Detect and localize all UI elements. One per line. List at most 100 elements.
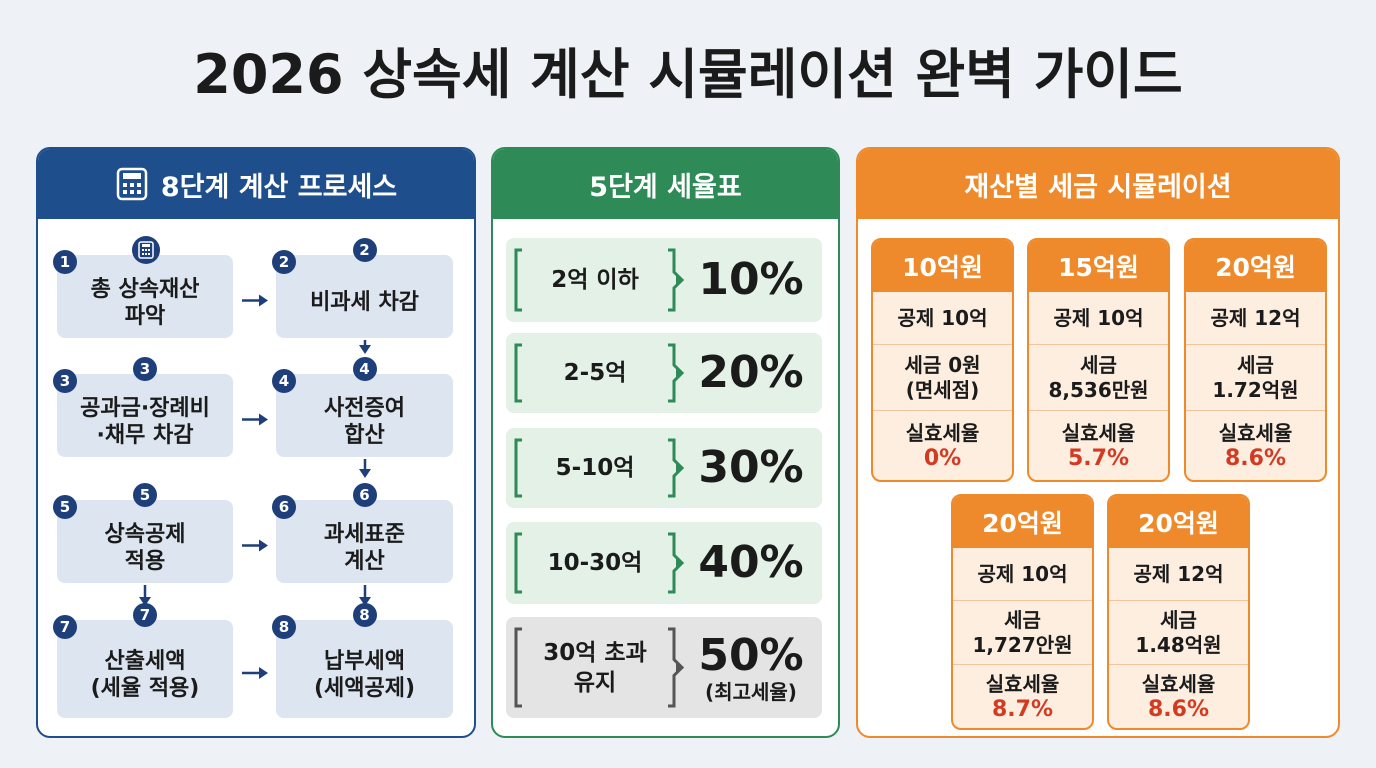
process-header: 8단계 계산 프로세스 — [38, 149, 474, 219]
rate-range-line: 2-5억 — [563, 360, 627, 386]
sim-rate-value: 8.6% — [1224, 445, 1286, 471]
simulation-title: 재산별 세금 시뮬레이션 — [964, 171, 1232, 203]
flow-arrow — [242, 539, 268, 552]
sim-rate-label: 실효세율 — [905, 420, 980, 445]
sim-amount: 10억원 — [873, 240, 1012, 292]
rate-range: 10-30억 — [520, 522, 670, 604]
flow-arrow — [242, 667, 268, 679]
sim-tax-line: 1.48억원 — [1135, 632, 1222, 657]
sim-tax-line: 세금 — [1080, 352, 1117, 377]
step-icon — [132, 236, 160, 264]
simulation-header: 재산별 세금 시뮬레이션 — [858, 149, 1338, 219]
sim-tax: 세금 1.48억원 — [1109, 600, 1248, 664]
sim-rate-label: 실효세율 — [1141, 671, 1216, 696]
sim-rate-value: 0% — [923, 445, 962, 471]
rate-range: 5-10억 — [520, 428, 670, 508]
rate-value-line: 30% — [698, 442, 804, 493]
sim-rate-label: 실효세율 — [985, 671, 1060, 696]
rate-value: 10% — [686, 238, 816, 322]
step-number: 3 — [133, 357, 157, 381]
sim-amount: 20억원 — [1186, 240, 1325, 292]
sim-rate: 실효세율 5.7% — [1029, 410, 1168, 480]
step-box: 사전증여 합산 — [276, 374, 453, 457]
sim-rate-label: 실효세율 — [1218, 420, 1293, 445]
rate-row: 5-10억 30% — [506, 428, 822, 508]
flow-arrow — [139, 585, 151, 606]
step-label: 적용 — [124, 548, 166, 574]
step-number: 2 — [352, 238, 377, 262]
sim-tax-line: 1.72억원 — [1212, 377, 1299, 402]
sim-tax: 세금 1.72억원 — [1186, 344, 1325, 410]
step-box: 과세표준 계산 — [276, 500, 453, 583]
step-label: 비과세 차감 — [310, 290, 419, 315]
step-label: (세율 적용) — [90, 676, 200, 701]
sim-tax-line: (면세점) — [905, 377, 980, 402]
sim-tax-line: 세금 — [1004, 607, 1041, 632]
rates-title: 5단계 세율표 — [589, 171, 742, 203]
step-label: 납부세액 — [324, 649, 405, 674]
sim-deduction: 공제 10억 — [897, 305, 988, 330]
rate-value-line: 40% — [698, 537, 804, 588]
rate-range-line: 2억 이하 — [551, 267, 639, 293]
step-number: 5 — [133, 483, 157, 507]
step-box: 비과세 차감 — [276, 255, 453, 338]
step-number: 4 — [352, 357, 377, 381]
sim-rate-value: 8.6% — [1147, 696, 1209, 722]
sim-tax-line: 세금 — [1160, 607, 1197, 632]
rates-header: 5단계 세율표 — [493, 149, 838, 219]
step-box: 납부세액 (세액공제) — [276, 620, 453, 718]
sim-tax: 세금 8,536만원 — [1029, 344, 1168, 410]
sim-card: 20억원 공제 12억 세금 1.48억원 실효세율 8.6% — [1107, 494, 1250, 730]
step-number: 8 — [272, 615, 296, 639]
page-title: 2026 상속세 계산 시뮬레이션 완벽 가이드 — [193, 43, 1183, 106]
step-box: 상속공제 적용 — [57, 500, 233, 583]
bracket — [514, 248, 685, 312]
rate-value: 20% — [686, 333, 816, 413]
step-label: 공과금·장례비 — [80, 395, 210, 421]
sim-deduction: 공제 12억 — [1210, 305, 1301, 330]
step-box: 산출세액 (세율 적용) — [57, 620, 233, 718]
sim-tax-line: 세금 — [1237, 352, 1274, 377]
step-label: 과세표준 — [324, 521, 405, 547]
step-number: 6 — [352, 483, 377, 507]
calculator-icon — [138, 241, 154, 259]
rate-row: 10-30억 40% — [506, 522, 822, 604]
rate-range-line: 유지 — [573, 669, 617, 696]
step-box: 총 상속재산 파악 — [57, 255, 233, 338]
sim-deduction: 공제 10억 — [977, 561, 1068, 586]
step-label: 파악 — [124, 303, 166, 329]
rate-range-line: 10-30억 — [547, 550, 643, 576]
sim-rate-value: 8.7% — [991, 696, 1053, 722]
sim-rate-value: 5.7% — [1067, 445, 1129, 471]
step-number: 5 — [53, 495, 77, 519]
sim-rate: 실효세율 8.6% — [1109, 664, 1248, 728]
rate-range-line: 30억 초과 — [543, 639, 647, 666]
sim-card: 20억원 공제 10억 세금 1,727안원 실효세율 8.7% — [951, 494, 1094, 730]
step-label: 총 상속재산 — [90, 276, 200, 302]
rate-range: 2억 이하 — [520, 238, 670, 322]
rate-value: 50% (최고세율) — [686, 617, 816, 718]
sim-tax-line: 8,536만원 — [1048, 377, 1149, 402]
rate-value-line: 50% — [698, 629, 804, 681]
rate-value-line: 20% — [698, 347, 804, 398]
sim-deduction: 공제 10억 — [1053, 305, 1144, 330]
rate-value: 30% — [686, 428, 816, 508]
step-number: 1 — [53, 250, 77, 274]
rate-row: 30억 초과 유지 50% (최고세율) — [506, 617, 822, 718]
rate-range: 2-5억 — [520, 333, 670, 413]
bracket — [514, 343, 685, 403]
sim-rate: 실효세율 0% — [873, 410, 1012, 480]
step-label: 상속공제 — [104, 521, 186, 547]
sim-rate: 실효세율 8.7% — [953, 664, 1092, 728]
step-number: 7 — [53, 615, 77, 639]
sim-amount: 20억원 — [1109, 496, 1248, 548]
sim-card: 10억원 공제 10억 세금 0원 (면세점) 실효세율 0% — [871, 238, 1014, 482]
step-number: 7 — [133, 603, 157, 627]
step-number: 3 — [53, 369, 77, 393]
sim-card: 15억원 공제 10억 세금 8,536만원 실효세율 5.7% — [1027, 238, 1170, 482]
flow-arrow — [359, 459, 371, 478]
